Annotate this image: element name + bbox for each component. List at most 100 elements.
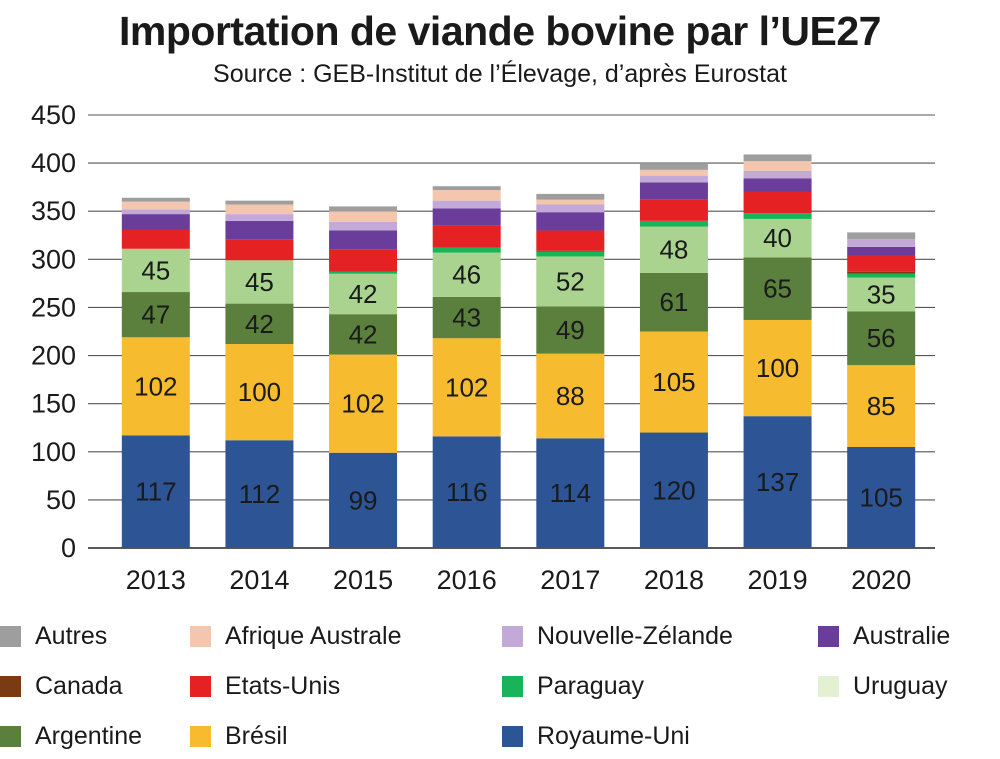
bar-segment xyxy=(432,436,501,548)
legend-label: Brésil xyxy=(225,722,288,750)
y-tick-label: 350 xyxy=(31,196,76,226)
y-tick-label: 200 xyxy=(31,341,76,371)
bar-segment xyxy=(536,212,605,231)
y-tick-label: 50 xyxy=(46,485,76,515)
data-label: 102 xyxy=(341,389,384,419)
bar-segment xyxy=(225,303,294,345)
legend-swatch xyxy=(0,626,21,647)
legend-item: Argentine xyxy=(0,722,142,751)
bar-segment xyxy=(743,213,812,219)
bar-segment xyxy=(743,218,812,258)
x-tick-label: 2020 xyxy=(851,565,911,595)
bar-segment xyxy=(121,229,190,249)
bar-segment xyxy=(329,452,398,548)
legend-item: Australie xyxy=(818,622,950,651)
legend-swatch xyxy=(502,626,523,647)
data-label: 102 xyxy=(445,372,488,402)
bar-segment xyxy=(225,200,294,205)
bar-segment xyxy=(329,314,398,355)
bar-segment xyxy=(639,220,708,227)
legend-swatch xyxy=(818,626,839,647)
bar-segment xyxy=(639,175,708,183)
data-label: 85 xyxy=(867,391,896,421)
data-label: 52 xyxy=(556,266,585,296)
data-label: 48 xyxy=(659,235,688,265)
legend-label: Canada xyxy=(35,672,123,700)
bar-segment xyxy=(536,256,605,307)
bar-segment xyxy=(225,260,294,304)
legend-label: Etats-Unis xyxy=(225,672,341,700)
bar-segment xyxy=(225,239,294,261)
bar-segment xyxy=(536,353,605,439)
data-label: 116 xyxy=(446,477,487,507)
bar-segment xyxy=(847,246,916,256)
legend-item: Nouvelle-Zélande xyxy=(502,622,733,651)
bar-segment xyxy=(329,211,398,222)
bar-segment xyxy=(536,204,605,213)
bar-segment xyxy=(329,354,398,453)
data-label: 56 xyxy=(867,323,896,353)
legend-swatch xyxy=(190,626,211,647)
legend-swatch xyxy=(502,726,523,747)
legend-item: Royaume-Uni xyxy=(502,722,690,751)
legend-swatch xyxy=(818,676,839,697)
bar-segment xyxy=(743,170,812,179)
bar-segment xyxy=(847,446,916,548)
chart-legend: Autres Afrique Australe Nouvelle-Zélande Au… xyxy=(0,612,1000,759)
bar-segment xyxy=(329,273,398,315)
legend-label: Paraguay xyxy=(537,672,645,700)
data-label: 100 xyxy=(238,377,281,407)
data-label: 42 xyxy=(245,309,274,339)
data-label: 112 xyxy=(239,479,280,509)
bar-segment xyxy=(121,435,190,548)
y-tick-label: 0 xyxy=(61,533,76,563)
bar-segment xyxy=(121,197,190,202)
data-label: 105 xyxy=(859,482,902,512)
bar-segment xyxy=(536,250,605,252)
legend-item: Uruguay xyxy=(818,672,948,701)
y-tick-label: 150 xyxy=(31,389,76,419)
bar-segment xyxy=(847,273,916,278)
data-label: 65 xyxy=(763,274,792,304)
x-tick-label: 2016 xyxy=(437,565,497,595)
bar-segment xyxy=(121,209,190,215)
bar-segment xyxy=(536,230,605,251)
bar-segment xyxy=(847,232,916,240)
bar-segment xyxy=(432,186,501,191)
bar-segment xyxy=(121,201,190,210)
bar-segment xyxy=(329,230,398,250)
data-label: 117 xyxy=(135,477,176,507)
x-tick-label: 2013 xyxy=(126,565,186,595)
bar-segment xyxy=(121,292,190,338)
x-tick-label: 2014 xyxy=(229,565,289,595)
bar-segment xyxy=(225,214,294,221)
stacked-bar-chart: 0 50 100 150 200 250 300 350 400 450 117 102 47 45 201… xyxy=(31,100,935,595)
bar-segment xyxy=(847,365,916,447)
bar-segment xyxy=(639,272,708,332)
bar-segment xyxy=(329,206,398,212)
data-label: 40 xyxy=(763,223,792,253)
bar-segment xyxy=(847,271,916,274)
legend-swatch xyxy=(502,676,523,697)
legend-swatch xyxy=(190,726,211,747)
bar-segment xyxy=(536,251,605,257)
data-label: 61 xyxy=(659,287,688,317)
data-label: 46 xyxy=(452,260,481,290)
data-label: 43 xyxy=(452,303,481,333)
bar-segment xyxy=(432,252,501,297)
x-tick-label: 2018 xyxy=(644,565,704,595)
bar-segment xyxy=(743,154,812,162)
legend-label: Australie xyxy=(853,622,951,650)
y-tick-label: 450 xyxy=(31,100,76,130)
data-label: 137 xyxy=(756,467,799,497)
bar-segment xyxy=(225,344,294,441)
legend-item: Autres xyxy=(0,622,107,651)
data-label: 42 xyxy=(349,319,378,349)
bar-segment xyxy=(329,271,398,274)
bar-segment xyxy=(432,296,501,339)
data-label: 42 xyxy=(349,279,378,309)
x-tick-label: 2019 xyxy=(748,565,808,595)
data-label: 47 xyxy=(141,300,170,330)
data-label: 120 xyxy=(652,475,695,505)
bar-segment xyxy=(639,182,708,200)
